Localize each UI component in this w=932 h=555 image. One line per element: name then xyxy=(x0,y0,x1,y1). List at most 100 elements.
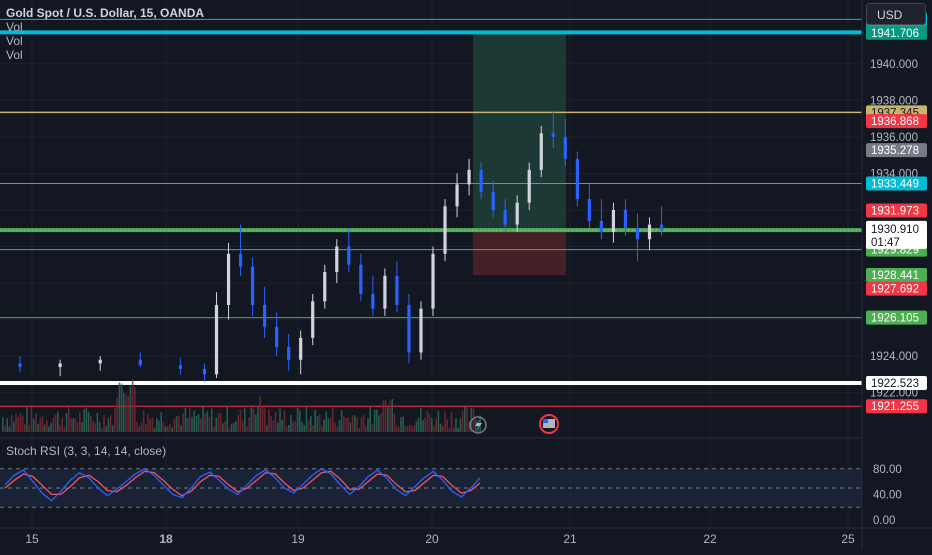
volume-bar xyxy=(382,400,385,432)
volume-bar xyxy=(24,424,26,432)
volume-bar xyxy=(444,411,446,432)
volume-bar xyxy=(208,416,211,432)
volume-bar xyxy=(145,424,147,432)
volume-bar xyxy=(228,427,231,432)
volume-bar xyxy=(263,407,266,432)
candle-body xyxy=(238,253,243,267)
volume-bar xyxy=(13,421,15,432)
volume-bar xyxy=(125,394,127,432)
stoch-tick-label: 0.00 xyxy=(873,515,895,527)
volume-bar xyxy=(349,422,352,432)
current-price-tag xyxy=(866,220,927,249)
volume-bar xyxy=(72,418,74,432)
candle-body xyxy=(202,368,207,375)
volume-bar xyxy=(279,408,281,432)
volume-bar xyxy=(127,396,129,432)
price-level-tag xyxy=(866,281,927,296)
volume-bar xyxy=(21,415,24,432)
candle-body xyxy=(178,365,183,369)
volume-bar xyxy=(468,421,470,432)
volume-bar xyxy=(41,415,44,432)
volume-bar xyxy=(197,414,200,432)
price-level-label: 1941.706 xyxy=(871,28,919,40)
volume-bar xyxy=(156,418,158,432)
price-countdown-label: 01:47 xyxy=(871,237,900,249)
volume-bar xyxy=(15,413,17,432)
volume-bar xyxy=(294,420,297,432)
volume-bar xyxy=(10,415,13,432)
volume-bar xyxy=(164,426,167,432)
candle-body xyxy=(226,253,231,305)
volume-bar xyxy=(334,422,336,432)
volume-bar xyxy=(101,427,103,432)
volume-bar xyxy=(35,413,37,432)
volume-bar xyxy=(332,408,334,432)
volume-bar xyxy=(109,415,112,432)
volume-bar xyxy=(351,415,354,432)
stoch-rsi-label[interactable]: Stoch RSI (3, 3, 14, 14, close) xyxy=(6,444,167,458)
volume-bar xyxy=(303,425,305,432)
volume-bar xyxy=(147,414,149,432)
candle-body xyxy=(287,346,291,360)
volume-bar xyxy=(391,399,393,432)
volume-bar xyxy=(54,414,57,432)
volume-bar xyxy=(439,423,442,432)
volume-bar xyxy=(50,422,52,432)
price-level-tag xyxy=(866,399,927,414)
volume-bar xyxy=(442,425,444,432)
candle-body xyxy=(647,224,652,240)
volume-bar xyxy=(116,397,118,432)
volume-bar xyxy=(338,420,341,432)
volume-bar xyxy=(415,421,418,432)
volume-bar xyxy=(217,413,220,432)
time-tick-label: 22 xyxy=(703,532,717,546)
position-zones xyxy=(473,32,566,275)
volume-bar xyxy=(376,409,378,432)
volume-bar xyxy=(288,425,290,432)
price-level-tag xyxy=(866,203,927,218)
candle-body xyxy=(479,169,483,192)
volume-bar xyxy=(200,418,202,432)
volume-bar xyxy=(19,413,22,432)
candle-body xyxy=(575,158,579,200)
volume-bar xyxy=(92,420,94,432)
price-level-label: 1936.868 xyxy=(871,116,919,128)
candle-body xyxy=(335,246,339,273)
volume-bar xyxy=(472,408,475,432)
currency-button[interactable]: USD xyxy=(866,3,926,25)
volume-bar xyxy=(400,417,402,432)
candle-body xyxy=(250,266,255,305)
volume-bar xyxy=(446,419,448,432)
volume-bar xyxy=(252,408,255,432)
volume-bar xyxy=(39,418,41,432)
candle-body xyxy=(58,363,62,368)
price-level-label: 1927.692 xyxy=(871,284,919,296)
price-tick-label: 1938.000 xyxy=(870,95,918,107)
volume-bar xyxy=(76,422,79,432)
price-tick-label: 1922.000 xyxy=(870,388,918,400)
candle-body xyxy=(587,199,591,221)
volume-bar xyxy=(63,426,66,432)
volume-bar xyxy=(261,407,264,432)
volume-bar xyxy=(283,410,286,432)
time-tick-label: 19 xyxy=(291,532,305,546)
volume-bar xyxy=(404,426,407,432)
volume-bar xyxy=(464,406,466,432)
volume-bar xyxy=(180,425,182,432)
stoch-band xyxy=(0,468,862,508)
volume-bar xyxy=(118,382,121,432)
volume-bar xyxy=(129,386,132,432)
volume-bar xyxy=(43,424,46,432)
candle-body xyxy=(599,220,603,232)
volume-bar xyxy=(153,427,156,432)
candle-body xyxy=(299,337,303,360)
candle-body xyxy=(527,169,531,203)
symbol-title[interactable]: Gold Spot / U.S. Dollar, 15, OANDA xyxy=(6,6,205,20)
volume-bar xyxy=(431,417,433,432)
volume-bar xyxy=(123,392,125,432)
volume-bar xyxy=(178,416,180,432)
volume-bar xyxy=(87,411,90,432)
volume-bar xyxy=(26,407,28,432)
